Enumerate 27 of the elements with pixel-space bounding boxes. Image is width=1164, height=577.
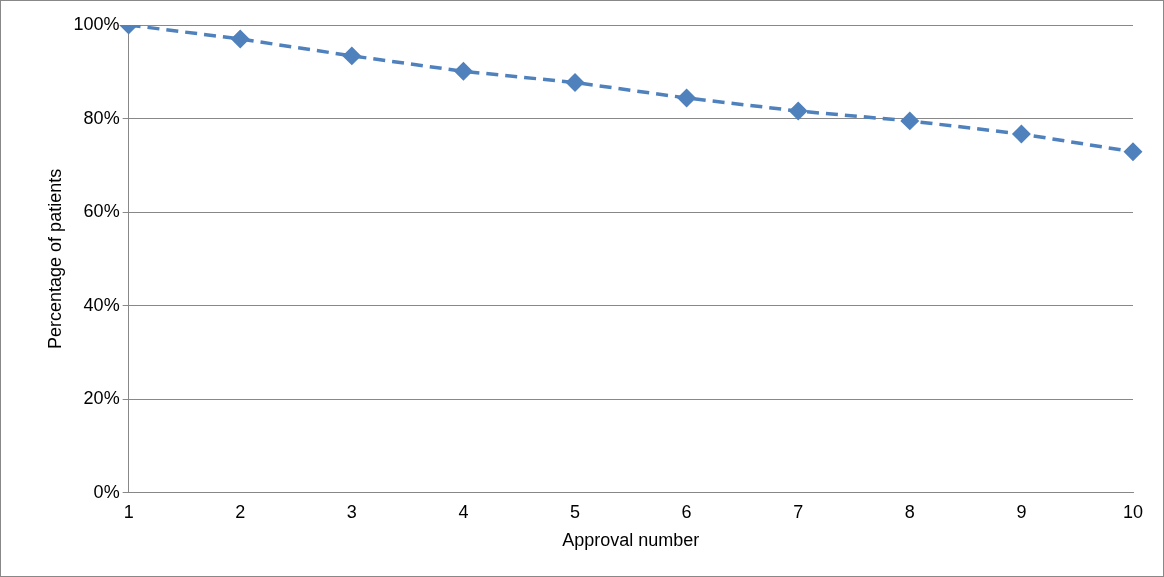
x-tick-label: 7 — [793, 501, 804, 522]
point — [454, 62, 473, 81]
point — [789, 102, 807, 120]
point — [343, 47, 361, 65]
point — [901, 112, 919, 130]
y-axis-title: Percentage of patients — [44, 168, 65, 349]
point — [1124, 143, 1142, 161]
y-tick-label: 0% — [93, 481, 120, 502]
x-tick-label: 4 — [458, 501, 469, 522]
x-tick-label: 2 — [235, 501, 246, 522]
x-tick-label: 8 — [904, 501, 915, 522]
x-tick-label: 1 — [123, 501, 134, 522]
y-tick-label: 40% — [83, 294, 120, 315]
y-tick-label: 20% — [83, 388, 120, 409]
point — [1012, 125, 1031, 143]
point — [566, 73, 584, 92]
x-tick-label: 6 — [681, 501, 692, 522]
x-tick-label: 3 — [346, 501, 357, 522]
y-tick-label: 60% — [83, 201, 120, 222]
x-tick-label: 10 — [1122, 501, 1144, 522]
point — [677, 89, 696, 107]
x-tick-label: 5 — [570, 501, 581, 522]
y-tick-label: 80% — [83, 107, 120, 128]
x-axis-title: Approval number — [562, 530, 700, 551]
point — [231, 30, 249, 48]
x-tick-label: 9 — [1016, 501, 1027, 522]
y-tick-label: 100% — [73, 13, 120, 34]
